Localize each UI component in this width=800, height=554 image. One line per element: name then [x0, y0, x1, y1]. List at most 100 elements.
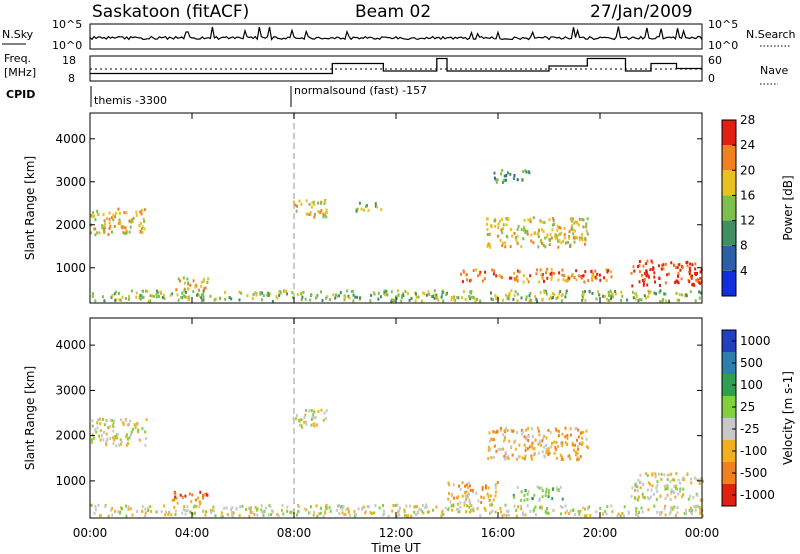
data-cell [594, 269, 597, 273]
data-cell [483, 277, 486, 281]
data-cell [543, 445, 546, 449]
data-cell [200, 284, 203, 288]
data-cell [521, 456, 524, 460]
data-cell [525, 298, 528, 301]
data-patch [512, 485, 564, 502]
data-cell [186, 509, 189, 513]
data-cell [523, 457, 526, 461]
data-cell [93, 214, 96, 218]
data-cell [504, 245, 507, 249]
data-cell [691, 512, 693, 516]
data-cell [545, 271, 547, 275]
data-cell [470, 278, 473, 282]
data-cell [364, 511, 367, 515]
data-cell [94, 505, 97, 508]
data-cell [338, 294, 341, 298]
data-cell [530, 443, 533, 447]
data-cell [259, 292, 262, 296]
data-cell [204, 513, 207, 517]
data-cell [103, 224, 106, 228]
data-cell [656, 490, 659, 493]
data-cell [231, 514, 234, 518]
data-cell [660, 511, 663, 515]
data-cell [459, 487, 462, 491]
data-cell [197, 288, 200, 292]
data-cell [541, 495, 544, 499]
data-cell [224, 291, 227, 294]
data-cell [296, 293, 299, 297]
data-cell [658, 276, 661, 280]
data-cell [357, 507, 360, 511]
data-cell [576, 458, 579, 462]
data-cell [677, 281, 680, 285]
data-cell [652, 492, 655, 496]
data-cell [592, 274, 595, 278]
data-cell [200, 280, 203, 284]
data-cell [305, 422, 308, 426]
data-cell [134, 426, 137, 429]
data-cell [478, 272, 481, 276]
data-cell [259, 291, 262, 295]
data-patch [493, 169, 531, 184]
data-cell [677, 274, 680, 278]
data-cell [425, 293, 428, 297]
data-cell [502, 227, 505, 231]
data-cell [584, 290, 586, 294]
data-cell [277, 514, 280, 518]
data-cell [479, 299, 482, 303]
data-cell [313, 511, 316, 514]
data-cell [654, 472, 657, 476]
data-cell [343, 513, 346, 517]
data-cell [367, 505, 370, 509]
data-cell [585, 222, 588, 226]
data-cell [130, 220, 133, 224]
data-cell [128, 230, 131, 234]
data-cell [675, 291, 678, 295]
freq-top-tick: 18 [62, 54, 76, 67]
data-cell [632, 265, 635, 269]
data-cell [132, 427, 134, 431]
data-cell [472, 490, 474, 494]
data-cell [220, 514, 223, 518]
data-cell [679, 268, 682, 272]
data-cell [202, 277, 205, 281]
data-cell [551, 296, 553, 300]
data-cell [668, 299, 670, 303]
data-cell [599, 506, 602, 510]
data-cell [414, 299, 417, 303]
data-cell [452, 483, 455, 487]
data-cell [113, 419, 115, 423]
data-cell [340, 505, 343, 508]
data-cell [560, 457, 563, 461]
data-cell [491, 268, 494, 272]
data-cell [522, 229, 525, 233]
data-cell [516, 279, 519, 283]
data-cell [507, 455, 510, 459]
data-cell [604, 509, 607, 513]
data-cell [569, 457, 572, 461]
data-cell [421, 299, 423, 303]
data-cell [505, 178, 508, 182]
data-cell [672, 490, 675, 494]
data-cell [123, 211, 126, 215]
data-cell [516, 241, 519, 245]
data-cell [524, 169, 527, 173]
data-cell [180, 295, 183, 299]
data-patch [91, 289, 702, 303]
y-tick-label: 1000 [55, 261, 86, 275]
data-cell [691, 263, 694, 267]
data-cell [114, 298, 117, 302]
data-cell [659, 513, 662, 517]
data-cell [423, 292, 426, 296]
data-cell [428, 292, 431, 296]
data-cell [680, 277, 683, 281]
data-cell [341, 511, 344, 515]
data-cell [298, 418, 301, 422]
data-cell [517, 505, 520, 509]
data-cell [550, 271, 553, 275]
data-cell [590, 269, 593, 273]
data-cell [499, 239, 502, 242]
data-cell [286, 292, 288, 296]
data-cell [459, 501, 462, 505]
